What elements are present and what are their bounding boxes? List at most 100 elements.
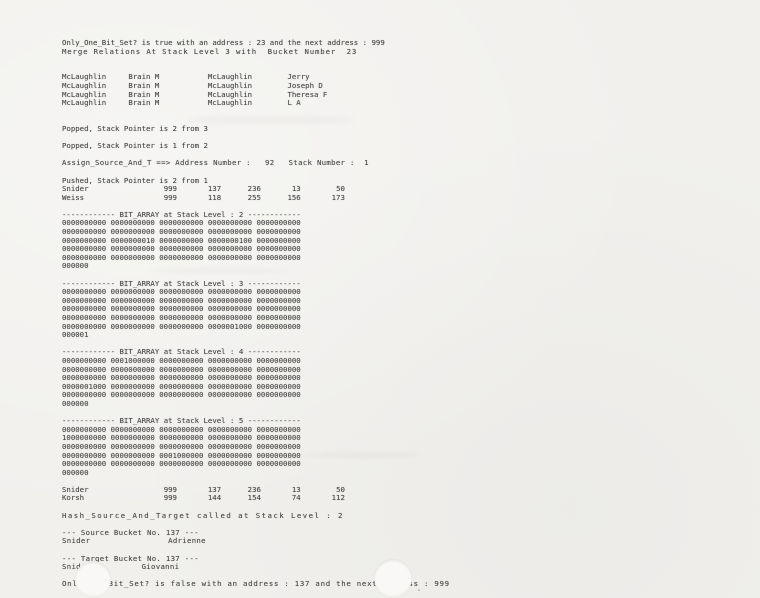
bit-group: 0000000000 <box>256 355 301 365</box>
bit-group: 0000000000 <box>159 390 204 400</box>
bit-group: 0000000000 <box>207 355 253 365</box>
bit-array-row: 0000000000 0000000000 0000000000 0000000000… <box>62 227 450 237</box>
bit-group: 0000000000 <box>62 459 107 469</box>
bit-group: 0000000000 <box>62 313 107 322</box>
bit-group: 0000000000 <box>256 304 301 314</box>
bit-group: 0000000000 <box>256 433 301 443</box>
punch-hole-right <box>374 559 412 597</box>
bit-array-level-4-section: ------------ BIT_ARRAY at Stack Level : … <box>62 348 450 408</box>
table-cell: Korsh <box>62 493 85 503</box>
bit-group: 0000000000 <box>110 244 155 254</box>
bit-array-row: 0000000000 0000000000 0000000000 0000000000… <box>62 252 450 263</box>
table-row: Snider 999 137 236 13 50 <box>62 184 450 194</box>
bit-group: 0000000000 <box>62 287 107 297</box>
bit-group: 0000000000 <box>159 313 204 322</box>
table-cell: Theresa F <box>287 89 328 99</box>
bit-array-row: 0000000000 0000000000 0000000000 0000000000… <box>62 459 450 469</box>
bit-group: 0000000000 <box>207 252 253 262</box>
scan-smudge <box>150 268 290 273</box>
bit-group: 0000000000 <box>207 227 253 237</box>
bit-group: 0000000000 <box>110 321 155 331</box>
only-one-bit-set-true-line: Only_One_Bit_Set? is true with an addres… <box>62 38 385 47</box>
punch-hole-left <box>75 561 111 597</box>
event-header-section: Only_One_Bit_Set? is true with an addres… <box>62 38 450 56</box>
bit-group: 0000000000 <box>256 373 301 383</box>
table-cell: McLaughlin <box>207 98 253 108</box>
bit-array-header: ------------ BIT_ARRAY at Stack Level : … <box>62 347 301 357</box>
bit-group: 0000000000 <box>256 295 301 305</box>
printout-body: Only_One_Bit_Set? is true with an addres… <box>62 38 450 589</box>
bit-group: 0000000000 <box>256 235 301 245</box>
table-row: Korsh 999 144 154 74 112 <box>62 494 450 503</box>
table-cell: 137 <box>207 484 222 494</box>
target-bucket-row: Snider Giovanni <box>62 563 450 572</box>
bit-array-row: 1000000000 0000000000 0000000000 0000000000… <box>62 434 450 443</box>
bit-group: 0000000000 <box>159 244 204 254</box>
bit-group: 0000000000 <box>110 433 155 443</box>
table-cell: McLaughlin <box>207 89 253 99</box>
bit-group: 0000000000 <box>62 321 107 331</box>
table-cell: 999 <box>163 493 177 503</box>
bucket-value-cell: Adrienne <box>168 536 206 546</box>
bit-array-row: 0000000000 0000000000 0000000000 0000000000… <box>62 313 450 323</box>
bit-group: 0000001000 <box>207 321 253 331</box>
table-cell: 999 <box>163 484 177 494</box>
bit-array-row: 0000000000 0000000000 0000000000 0000000000… <box>62 441 450 452</box>
table-cell: Weiss <box>62 192 85 202</box>
bit-group: 0000000000 <box>110 287 155 297</box>
popped-line: Popped, Stack Pointer is 1 from 2 <box>62 141 208 151</box>
bit-group: 0000000000 <box>256 381 301 391</box>
table-cell: Jerry <box>287 72 310 82</box>
bit-array-row: 0000000000 0000000000 0000000000 0000000000… <box>62 374 450 383</box>
table-cell: L A <box>287 98 301 108</box>
bit-array-remainder: 000000 <box>62 261 89 271</box>
bit-group: 0000000000 <box>207 441 253 451</box>
table-cell: 236 <box>247 184 261 194</box>
bit-group: 0000000000 <box>62 295 107 305</box>
bit-array-row: 0000000000 0000000000 0001000000 0000000000… <box>62 450 450 461</box>
bit-array-row: 0000000000 0000000010 0000000000 0000000100… <box>62 235 450 246</box>
bit-group: 0000000000 <box>159 227 204 237</box>
bit-group: 0000000000 <box>62 244 107 254</box>
bit-group: 1000000000 <box>62 433 107 443</box>
bit-group: 0000000000 <box>159 373 204 383</box>
merge-relations-table: McLaughlin Brain M McLaughlin Jerry McLaughl… <box>62 73 450 107</box>
bit-array-remainder: 000000 <box>62 398 89 408</box>
scan-smudge <box>300 452 420 458</box>
bit-group: 0000000000 <box>110 381 155 391</box>
bit-group: 0000000000 <box>207 373 253 383</box>
table-row: McLaughlin Brain M McLaughlin L A <box>62 99 450 108</box>
bit-group: 0000000000 <box>110 227 155 237</box>
table-cell: 50 <box>336 184 345 194</box>
target-bucket-header: --- Target Bucket No. 137 --- <box>62 553 199 563</box>
hash-source-target-line: Hash_Source_And_Target called at Stack L… <box>62 510 344 520</box>
table-cell: Brain M <box>128 72 160 82</box>
bit-group: 0000000000 <box>110 364 155 374</box>
scan-speckle <box>418 589 420 591</box>
bit-array-header: ------------ BIT_ARRAY at Stack Level : … <box>62 278 301 288</box>
bit-group: 0000000000 <box>62 218 107 228</box>
table-cell: Brain M <box>128 89 160 99</box>
bit-group: 0000000000 <box>62 364 107 374</box>
bucket-name-cell: Snider <box>62 536 91 546</box>
popped-line: Popped, Stack Pointer is 2 from 3 <box>62 123 208 133</box>
bit-group: 0000000000 <box>159 252 204 262</box>
bit-group: 0000000000 <box>207 218 253 228</box>
table-cell: McLaughlin <box>62 80 107 90</box>
bit-group: 0000000000 <box>256 450 301 460</box>
table-cell: 156 <box>287 192 301 202</box>
bit-group: 0000000000 <box>256 287 301 297</box>
bit-group: 0000000000 <box>62 424 107 434</box>
bit-group: 0000000100 <box>207 235 253 245</box>
bit-array-row: 0000000000 0000000000 0000000000 0000000000… <box>62 245 450 254</box>
bit-array-header: ------------ BIT_ARRAY at Stack Level : … <box>62 416 301 426</box>
bit-group: 0000000000 <box>159 287 204 297</box>
table-cell: 255 <box>247 192 261 202</box>
table-cell: 144 <box>207 493 222 503</box>
pushed-table: Snider 999 137 236 13 50 Weiss 999 118 255 156 173 <box>62 184 450 202</box>
bit-array-level-3-section: ------------ BIT_ARRAY at Stack Level : … <box>62 278 450 340</box>
bit-group: 0000000000 <box>110 252 155 262</box>
bit-group: 0000000000 <box>256 424 301 434</box>
bit-array-row: 0000000000 0000000000 0000000000 0000000000… <box>62 305 450 314</box>
bit-group: 0000000000 <box>159 424 204 434</box>
